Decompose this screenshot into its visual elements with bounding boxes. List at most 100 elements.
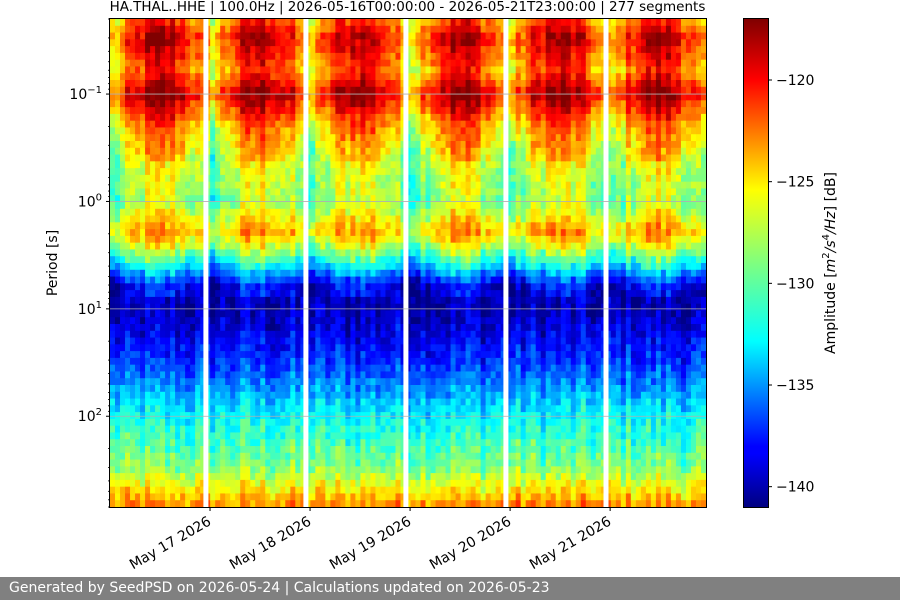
heatmap-cell bbox=[270, 452, 276, 461]
heatmap-cell bbox=[425, 446, 432, 454]
heatmap-cell bbox=[340, 330, 346, 339]
heatmap-cell bbox=[400, 276, 407, 284]
heatmap-cell bbox=[425, 222, 432, 230]
heatmap-cell bbox=[330, 398, 336, 406]
heatmap-cell bbox=[425, 432, 432, 440]
heatmap-cell bbox=[450, 493, 457, 501]
heatmap-cell bbox=[125, 113, 131, 122]
heatmap-cell bbox=[415, 222, 422, 230]
heatmap-cell bbox=[285, 269, 291, 278]
heatmap-cell bbox=[195, 317, 201, 325]
heatmap-cell bbox=[125, 32, 131, 40]
heatmap-cell bbox=[115, 25, 121, 34]
heatmap-cell bbox=[315, 459, 321, 467]
heatmap-cell bbox=[250, 473, 256, 481]
heatmap-cell bbox=[380, 303, 387, 312]
heatmap-cell bbox=[235, 215, 241, 223]
heatmap-cell bbox=[380, 391, 387, 400]
heatmap-cell bbox=[120, 188, 126, 196]
heatmap-cell bbox=[245, 59, 251, 68]
heatmap-cell bbox=[250, 66, 256, 74]
heatmap-cell bbox=[400, 324, 407, 332]
heatmap-cell bbox=[265, 398, 271, 406]
heatmap-cell bbox=[430, 107, 437, 115]
heatmap-cell bbox=[355, 215, 362, 223]
heatmap-cell bbox=[175, 208, 181, 217]
heatmap-cell bbox=[230, 161, 236, 169]
heatmap-cell bbox=[415, 371, 422, 379]
heatmap-cell bbox=[130, 310, 136, 318]
heatmap-cell bbox=[415, 473, 422, 481]
heatmap-cell bbox=[115, 107, 121, 115]
heatmap-cell bbox=[280, 378, 286, 386]
heatmap-cell bbox=[365, 208, 372, 217]
heatmap-cell bbox=[375, 181, 382, 190]
heatmap-cell bbox=[315, 296, 321, 305]
heatmap-cell bbox=[215, 154, 221, 162]
heatmap-cell bbox=[230, 330, 236, 339]
heatmap-cell bbox=[225, 168, 231, 176]
heatmap-cell bbox=[430, 32, 437, 40]
heatmap-cell bbox=[255, 73, 261, 81]
heatmap-cell bbox=[145, 235, 151, 244]
heatmap-cell bbox=[345, 229, 351, 237]
heatmap-cell bbox=[275, 425, 281, 434]
heatmap-cell bbox=[140, 364, 146, 373]
heatmap-cell bbox=[145, 120, 151, 129]
heatmap-cell bbox=[115, 202, 121, 210]
heatmap-cell bbox=[390, 351, 397, 359]
heatmap-cell bbox=[420, 32, 427, 40]
heatmap-cell bbox=[290, 371, 296, 379]
heatmap-cell bbox=[425, 147, 432, 156]
heatmap-cell bbox=[175, 59, 181, 68]
heatmap-cell bbox=[400, 412, 407, 420]
heatmap-cell bbox=[430, 93, 437, 101]
heatmap-cell bbox=[225, 154, 231, 162]
heatmap-cell bbox=[425, 344, 432, 352]
heatmap-cell bbox=[430, 100, 437, 108]
heatmap-cell bbox=[375, 127, 382, 135]
heatmap-cell bbox=[445, 466, 452, 474]
heatmap-cell bbox=[125, 161, 131, 169]
heatmap-cell bbox=[415, 324, 422, 332]
heatmap-cell bbox=[395, 46, 402, 54]
heatmap-cell bbox=[440, 351, 447, 359]
heatmap-cell bbox=[375, 276, 382, 284]
heatmap-cell bbox=[170, 371, 176, 379]
heatmap-cell bbox=[300, 59, 306, 68]
heatmap-cell bbox=[445, 161, 452, 169]
heatmap-cell bbox=[445, 269, 452, 278]
heatmap-cell bbox=[340, 473, 346, 481]
heatmap-cell bbox=[360, 73, 367, 81]
heatmap-cell bbox=[445, 134, 452, 142]
heatmap-cell bbox=[330, 141, 336, 149]
heatmap-cell bbox=[380, 141, 387, 149]
heatmap-cell bbox=[345, 39, 351, 47]
heatmap-cell bbox=[300, 127, 306, 135]
heatmap-cell bbox=[130, 19, 136, 27]
heatmap-cell bbox=[150, 46, 156, 54]
heatmap-cell bbox=[275, 418, 281, 427]
heatmap-cell bbox=[425, 412, 432, 420]
heatmap-cell bbox=[155, 154, 161, 162]
heatmap-cell bbox=[235, 141, 241, 149]
heatmap-cell bbox=[255, 459, 261, 467]
heatmap-cell bbox=[375, 479, 382, 488]
heatmap-cell bbox=[220, 371, 226, 379]
heatmap-cell bbox=[150, 446, 156, 454]
heatmap-cell bbox=[150, 235, 156, 244]
heatmap-cell bbox=[180, 25, 186, 34]
heatmap-cell bbox=[345, 310, 351, 318]
heatmap-cell bbox=[300, 249, 306, 257]
heatmap-cell bbox=[355, 249, 362, 257]
heatmap-cell bbox=[180, 168, 186, 176]
heatmap-cell bbox=[180, 154, 186, 162]
heatmap-cell bbox=[285, 324, 291, 332]
heatmap-cell bbox=[395, 174, 402, 183]
heatmap-cell bbox=[185, 120, 191, 129]
heatmap-cell bbox=[145, 378, 151, 386]
heatmap-cell bbox=[300, 303, 306, 312]
heatmap-cell bbox=[110, 405, 116, 413]
heatmap-cell bbox=[425, 39, 432, 47]
heatmap-cell bbox=[275, 256, 281, 264]
